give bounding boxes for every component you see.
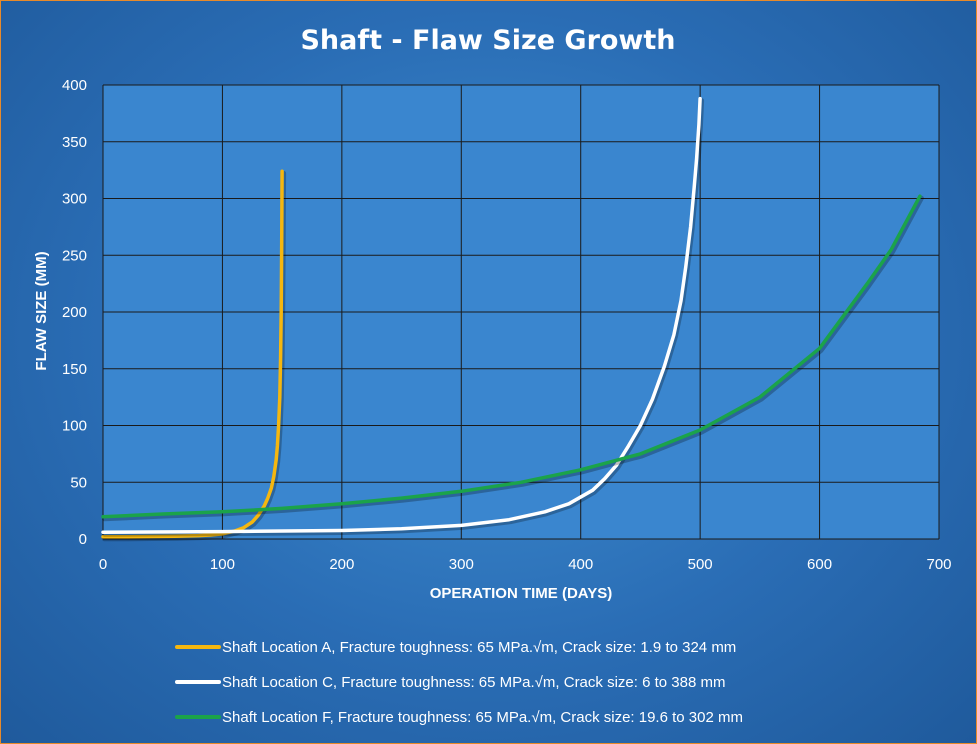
series-line-2	[101, 96, 702, 534]
series-line-3	[101, 194, 922, 519]
legend-entry: Shaft Location A, Fracture toughness: 65…	[222, 639, 736, 656]
y-tick-label: 350	[62, 134, 87, 151]
x-tick-label: 100	[210, 556, 235, 573]
legend: Shaft Location A, Fracture toughness: 65…	[175, 639, 743, 726]
x-tick-label: 500	[688, 556, 713, 573]
x-axis-label: OPERATION TIME (DAYS)	[430, 585, 613, 602]
y-tick-label: 400	[62, 77, 87, 94]
series-line-shadow	[102, 195, 924, 522]
x-tick-label: 400	[568, 556, 593, 573]
y-tick-label: 50	[70, 474, 87, 491]
y-axis-label: FLAW SIZE (MM)	[33, 251, 50, 370]
plot-area: 0 100 200 300 400 500 600 700 0 50 100 150 200 250 300…	[62, 77, 952, 573]
x-tick-label: 0	[99, 556, 107, 573]
x-tick-label: 600	[807, 556, 832, 573]
y-tick-label: 100	[62, 418, 87, 435]
y-tick-label: 300	[62, 191, 87, 208]
y-tick-label: 150	[62, 361, 87, 378]
y-tick-label: 0	[79, 531, 87, 548]
y-tick-label: 250	[62, 247, 87, 264]
legend-entry: Shaft Location F, Fracture toughness: 65…	[222, 709, 743, 726]
series-line-1	[101, 169, 284, 539]
y-tick-label: 200	[62, 304, 87, 321]
x-tick-label: 300	[449, 556, 474, 573]
x-tick-label: 200	[329, 556, 354, 573]
chart-title: Shaft - Flaw Size Growth	[300, 25, 675, 56]
x-tick-label: 700	[926, 556, 951, 573]
legend-entry: Shaft Location C, Fracture toughness: 65…	[222, 674, 725, 691]
